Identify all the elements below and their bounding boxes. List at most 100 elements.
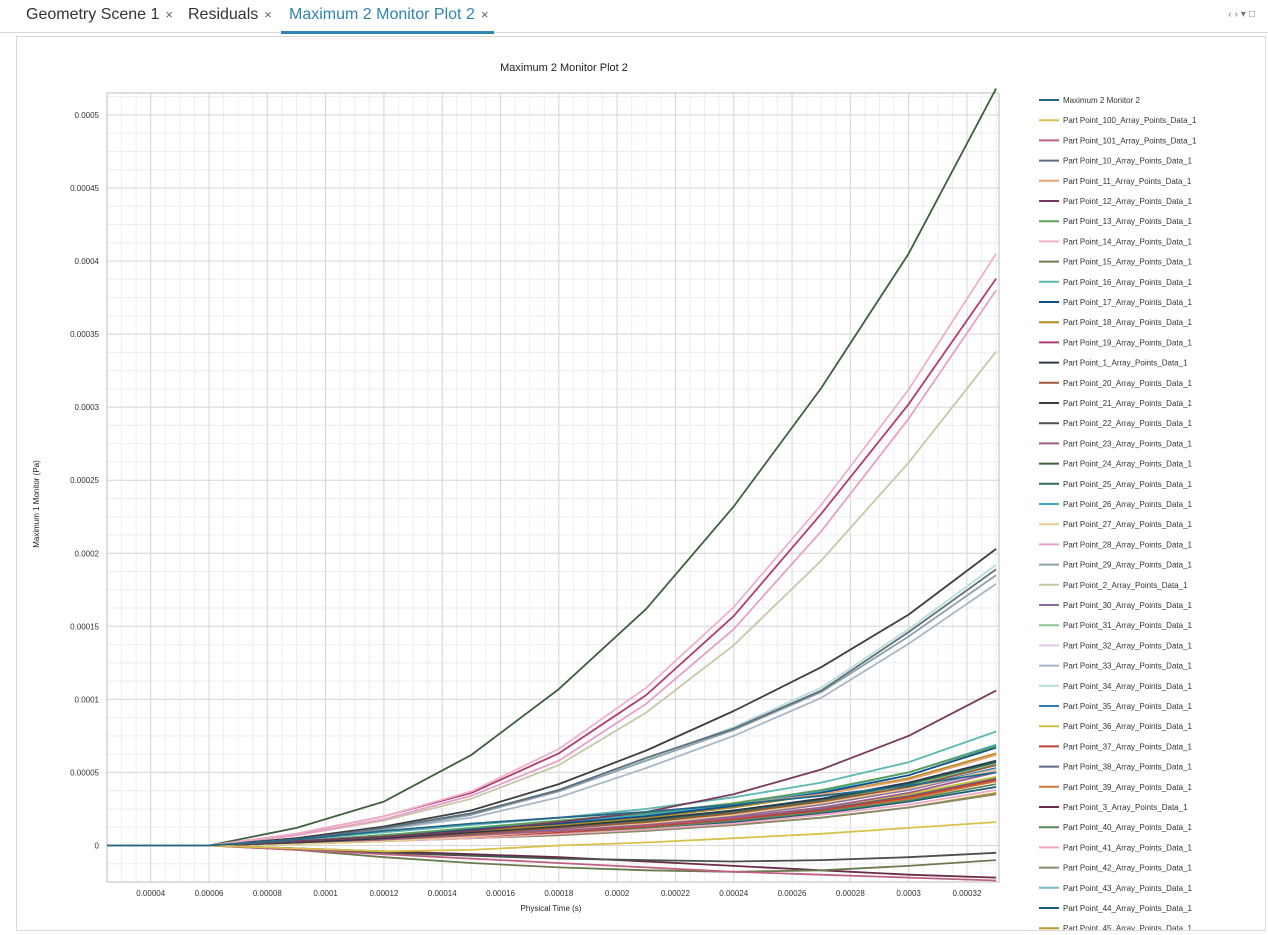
x-tick-label: 0.00004 xyxy=(136,889,165,898)
legend-entry: Part Point_32_Array_Points_Data_1 xyxy=(1063,641,1193,650)
legend-entry: Part Point_27_Array_Points_Data_1 xyxy=(1063,520,1193,529)
legend-entry: Part Point_12_Array_Points_Data_1 xyxy=(1063,197,1193,206)
x-tick-label: 0.00018 xyxy=(544,889,573,898)
legend-entry: Part Point_19_Array_Points_Data_1 xyxy=(1063,338,1193,347)
scroll-right-icon[interactable]: › xyxy=(1234,9,1241,20)
plot-panel: Maximum 2 Monitor Plot 2 0.00004 0.00006 0… xyxy=(16,36,1266,933)
x-tick-label: 0.00022 xyxy=(661,889,690,898)
legend-entry: Part Point_37_Array_Points_Data_1 xyxy=(1063,742,1193,751)
legend-entry: Part Point_36_Array_Points_Data_1 xyxy=(1063,722,1193,731)
x-tick-label: 0.00014 xyxy=(428,889,457,898)
legend-entry: Part Point_25_Array_Points_Data_1 xyxy=(1063,480,1193,489)
legend-entry: Part Point_41_Array_Points_Data_1 xyxy=(1063,843,1193,852)
y-tick-label: 0.0003 xyxy=(75,403,100,412)
y-tick-label: 0.0002 xyxy=(75,549,100,558)
series-line xyxy=(107,759,997,847)
legend-entry: Part Point_13_Array_Points_Data_1 xyxy=(1063,217,1193,226)
x-tick-label: 0.00016 xyxy=(486,889,515,898)
x-tick-label: 0.00012 xyxy=(369,889,398,898)
legend-entry: Part Point_38_Array_Points_Data_1 xyxy=(1063,763,1193,772)
legend-entry: Part Point_26_Array_Points_Data_1 xyxy=(1063,500,1193,509)
y-axis-title: Maximum 1 Monitor (Pa) xyxy=(32,460,41,548)
tab-label: Geometry Scene 1 xyxy=(26,6,160,23)
legend: Maximum 2 Monitor 2 Part Point_100_Array_… xyxy=(1039,96,1197,933)
tab-label: Maximum 2 Monitor Plot 2 xyxy=(289,6,475,23)
legend-entry: Part Point_39_Array_Points_Data_1 xyxy=(1063,783,1193,792)
legend-entry: Part Point_21_Array_Points_Data_1 xyxy=(1063,399,1193,408)
series-line xyxy=(107,689,997,847)
close-icon[interactable]: × xyxy=(264,7,272,22)
legend-entry: Part Point_22_Array_Points_Data_1 xyxy=(1063,419,1193,428)
legend-entry: Part Point_14_Array_Points_Data_1 xyxy=(1063,237,1193,246)
legend-entry: Part Point_15_Array_Points_Data_1 xyxy=(1063,258,1193,267)
x-tick-label: 0.00028 xyxy=(836,889,865,898)
legend-entry: Part Point_20_Array_Points_Data_1 xyxy=(1063,379,1193,388)
legend-entry: Part Point_17_Array_Points_Data_1 xyxy=(1063,298,1193,307)
close-icon[interactable]: × xyxy=(480,7,489,22)
y-tick-label: 0.00015 xyxy=(70,622,99,631)
legend-entry: Part Point_11_Array_Points_Data_1 xyxy=(1063,177,1192,186)
legend-entry: Part Point_43_Array_Points_Data_1 xyxy=(1063,884,1193,893)
x-tick-label: 0.0003 xyxy=(896,889,921,898)
axes: 0.00004 0.00006 0.00008 0.0001 0.00012 0.0001… xyxy=(70,92,1000,898)
legend-entry: Part Point_2_Array_Points_Data_1 xyxy=(1063,581,1188,590)
maximize-icon[interactable]: □ xyxy=(1248,9,1258,20)
legend-entry: Part Point_44_Array_Points_Data_1 xyxy=(1063,904,1193,913)
x-tick-label: 0.0001 xyxy=(313,889,338,898)
tab-residuals[interactable]: Residuals × xyxy=(188,6,272,30)
series-line xyxy=(107,548,997,847)
legend-entry: Part Point_1_Array_Points_Data_1 xyxy=(1063,359,1188,368)
legend-entry: Part Point_31_Array_Points_Data_1 xyxy=(1063,621,1193,630)
legend-entry: Part Point_100_Array_Points_Data_1 xyxy=(1063,116,1197,125)
line-chart[interactable]: Maximum 2 Monitor Plot 2 0.00004 0.00006 0… xyxy=(17,37,1265,933)
x-tick-label: 0.00032 xyxy=(952,889,981,898)
series-line xyxy=(107,88,997,847)
tab-label: Residuals xyxy=(188,6,259,23)
x-tick-label: 0.00024 xyxy=(719,889,748,898)
dropdown-icon[interactable]: ▾ xyxy=(1240,9,1249,20)
legend-entry: Part Point_30_Array_Points_Data_1 xyxy=(1063,601,1193,610)
close-icon[interactable]: × xyxy=(165,7,173,22)
y-tick-label: 0.00005 xyxy=(70,768,99,777)
tab-bar: Geometry Scene 1 × Residuals × Maximum 2 M… xyxy=(0,0,1268,34)
legend-entry: Part Point_10_Array_Points_Data_1 xyxy=(1063,157,1193,166)
series-line xyxy=(107,771,997,847)
legend-entry: Part Point_28_Array_Points_Data_1 xyxy=(1063,540,1193,549)
series-lines xyxy=(107,88,997,882)
legend-entry: Part Point_24_Array_Points_Data_1 xyxy=(1063,460,1193,469)
x-axis-title: Physical Time (s) xyxy=(521,904,582,913)
legend-entry: Part Point_18_Array_Points_Data_1 xyxy=(1063,318,1193,327)
legend-entry: Part Point_35_Array_Points_Data_1 xyxy=(1063,702,1193,711)
series-line xyxy=(107,844,997,882)
window-controls: ‹›▾□ xyxy=(1228,9,1258,20)
y-tick-label: 0.00045 xyxy=(70,184,99,193)
legend-entry: Maximum 2 Monitor 2 xyxy=(1063,96,1140,105)
x-tick-label: 0.00026 xyxy=(778,889,807,898)
legend-entry: Part Point_34_Array_Points_Data_1 xyxy=(1063,682,1193,691)
tab-geometry-scene[interactable]: Geometry Scene 1 × xyxy=(26,6,173,30)
legend-entry: Part Point_45_Array_Points_Data_1 xyxy=(1063,924,1193,930)
chart-title: Maximum 2 Monitor Plot 2 xyxy=(500,62,628,74)
scroll-left-icon[interactable]: ‹ xyxy=(1228,9,1235,20)
x-tick-label: 0.00008 xyxy=(253,889,282,898)
legend-entry: Part Point_16_Array_Points_Data_1 xyxy=(1063,278,1193,287)
y-tick-label: 0.0005 xyxy=(75,111,100,120)
y-tick-label: 0.00025 xyxy=(70,476,99,485)
series-line xyxy=(107,821,997,853)
y-tick-label: 0.0004 xyxy=(75,257,100,266)
series-line xyxy=(107,844,997,879)
y-tick-label: 0.00035 xyxy=(70,330,99,339)
series-line xyxy=(107,278,997,847)
legend-entry: Part Point_42_Array_Points_Data_1 xyxy=(1063,864,1193,873)
legend-entry: Part Point_40_Array_Points_Data_1 xyxy=(1063,823,1193,832)
legend-entry: Part Point_101_Array_Points_Data_1 xyxy=(1063,136,1197,145)
legend-entry: Part Point_29_Array_Points_Data_1 xyxy=(1063,561,1193,570)
legend-entry: Part Point_3_Array_Points_Data_1 xyxy=(1063,803,1188,812)
grid xyxy=(107,93,999,883)
plot-frame xyxy=(106,92,1000,883)
series-line xyxy=(107,253,997,847)
series-line xyxy=(107,289,997,847)
tab-monitor-plot[interactable]: Maximum 2 Monitor Plot 2 × xyxy=(280,6,495,34)
legend-entry: Part Point_33_Array_Points_Data_1 xyxy=(1063,662,1193,671)
y-tick-label: 0.0001 xyxy=(75,695,100,704)
